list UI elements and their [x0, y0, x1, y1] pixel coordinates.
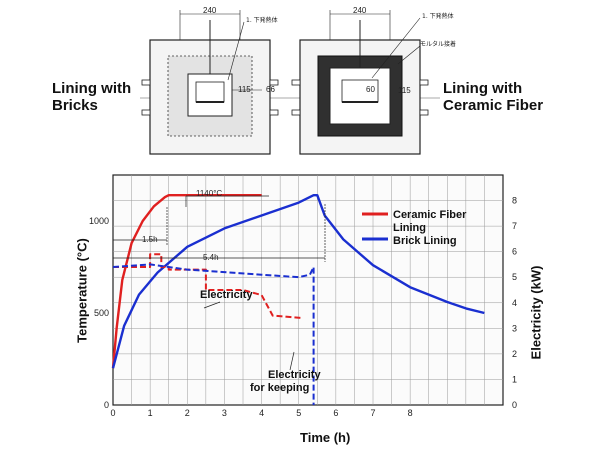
- brick-dim-b: 66: [266, 85, 275, 94]
- y-tick-label-electricity: 4: [512, 298, 517, 308]
- temperature-electricity-chart: 0 1 2 3 4 5 6 7 8 0 500 1000 0 1 2 3 4 5 6 7 8 1140°C 1.5h 5…: [89, 174, 517, 418]
- ceramic-temperature-line: [111, 194, 262, 369]
- ceramic-callout-1: 1. 下発熱体: [422, 12, 454, 20]
- y-tick-label-electricity: 2: [512, 349, 517, 359]
- electricity-keeping-annotation: Electricity for keeping: [250, 369, 324, 394]
- x-axis-label: Time (h): [300, 430, 351, 445]
- ceramic-electricity-line: [113, 253, 303, 320]
- brick-dim-a: 115: [238, 85, 251, 94]
- y-tick-label-temperature: 0: [104, 400, 109, 410]
- brick-callout: 1. 下発熱体: [246, 16, 278, 24]
- y-tick-label-electricity: 3: [512, 323, 517, 333]
- x-tick-label: 0: [110, 408, 115, 418]
- brick-electricity-line: [112, 263, 315, 405]
- ticks: 0 1 2 3 4 5 6 7 8 0 500 1000 0 1 2 3 4 5 6 7 8: [89, 196, 517, 418]
- y-tick-label-temperature: 1000: [89, 216, 109, 226]
- brick-width-dim: 240: [203, 6, 217, 15]
- y-axis-label-electricity: Electricity (kW): [528, 265, 544, 360]
- y-tick-label-electricity: 0: [512, 400, 517, 410]
- y-tick-label-electricity: 7: [512, 221, 517, 231]
- brick-furnace-diagram: 240 1. 下発熱体 115 66: [140, 6, 290, 155]
- legend: Ceramic Fiber Lining Brick Lining: [362, 209, 469, 247]
- y-axis-label-temperature: Temperature (°C): [74, 238, 90, 343]
- y-tick-label-electricity: 8: [512, 196, 517, 206]
- x-tick-label: 1: [148, 408, 153, 418]
- brick-lining-label: Lining with Bricks: [52, 80, 132, 114]
- ceramic-time-annotation: 1.5h: [142, 235, 158, 244]
- ceramic-lining-label: Lining with Ceramic Fiber: [443, 80, 544, 114]
- ceramic-dim-a: 60: [366, 85, 375, 94]
- x-tick-label: 7: [370, 408, 375, 418]
- grid: [113, 175, 503, 405]
- series-marks: [111, 194, 485, 405]
- legend-brick-label: Brick Lining: [393, 235, 457, 247]
- annotation-lines: [113, 195, 326, 371]
- y-tick-label-temperature: 500: [94, 308, 109, 318]
- x-tick-label: 8: [408, 408, 413, 418]
- x-tick-label: 5: [296, 408, 301, 418]
- peak-annotation: 1140°C: [196, 189, 222, 198]
- x-tick-label: 2: [185, 408, 190, 418]
- ceramic-callout-2: モルタル接着: [420, 40, 456, 48]
- plot-frame: [112, 174, 504, 406]
- brick-time-annotation: 5.4h: [203, 253, 219, 262]
- brick-temperature-line: [111, 194, 485, 369]
- y-tick-label-electricity: 1: [512, 374, 517, 384]
- ceramic-dim-b: 115: [398, 86, 411, 95]
- y-tick-label-electricity: 5: [512, 272, 517, 282]
- x-tick-label: 6: [333, 408, 338, 418]
- x-tick-label: 4: [259, 408, 264, 418]
- legend-ceramic-label: Ceramic Fiber Lining: [393, 209, 469, 234]
- x-tick-label: 3: [222, 408, 227, 418]
- electricity-annotation: Electricity: [200, 289, 253, 301]
- y-tick-label-electricity: 6: [512, 247, 517, 257]
- ceramic-width-dim: 240: [353, 6, 367, 15]
- ceramic-furnace-diagram: 240 1. 下発熱体 モルタル接着 60 115: [290, 6, 456, 155]
